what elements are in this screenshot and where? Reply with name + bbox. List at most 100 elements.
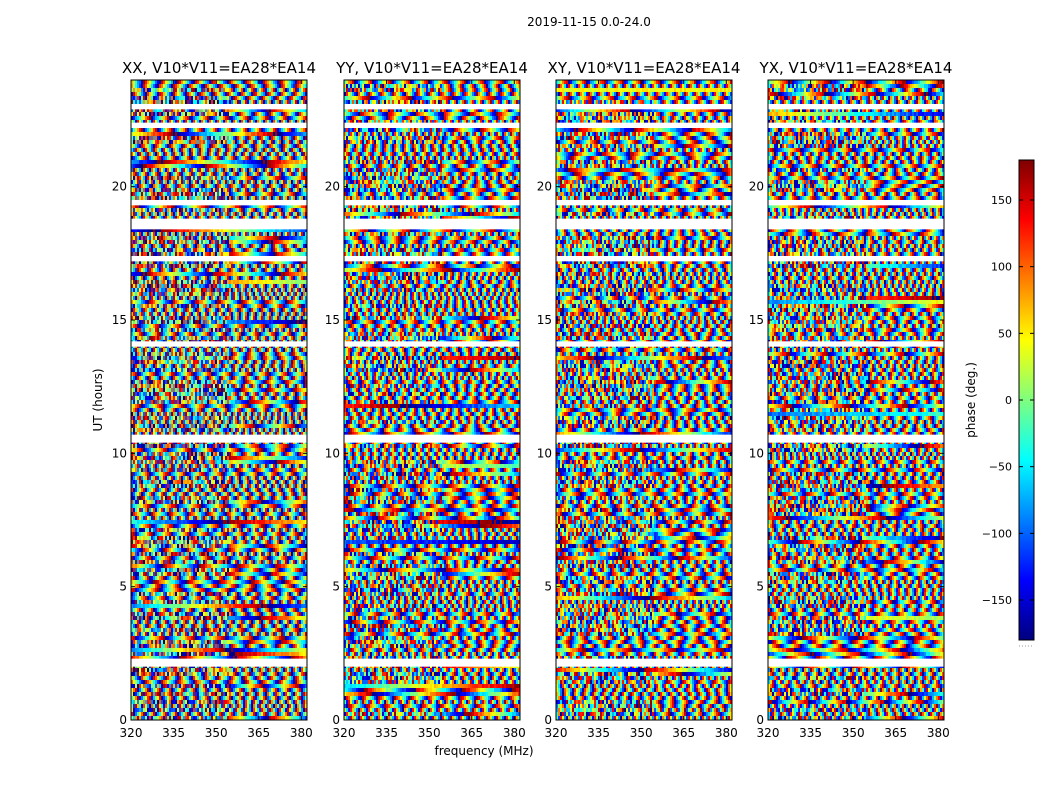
y-tick-label: 0 [544,713,552,727]
x-tick-label: 350 [418,726,441,740]
x-axis-label: frequency (MHz) [434,744,533,758]
flagged-gap [556,658,732,667]
panel-frame [555,79,733,721]
colorbar-label: phase (deg.) [964,362,978,438]
flagged-gap [344,658,520,667]
flagged-gap [768,434,944,443]
x-tick-label: 380 [715,726,738,740]
x-tick-label: 365 [247,726,270,740]
colorbar-tick-label: 0 [1005,394,1012,407]
x-tick-label: 365 [672,726,695,740]
y-tick-label: 0 [119,713,127,727]
flagged-gap [131,122,307,128]
colorbar-tick-label: 150 [991,194,1012,207]
x-tick-label: 320 [120,726,143,740]
heatmap-cells [131,80,307,720]
x-tick-label: 320 [333,726,356,740]
flagged-gap [131,104,307,110]
flagged-gap [556,104,732,110]
panel-0: XX, V10*V11=EA28*EA14 320 335 350 365 380 0 5 10… [112,59,316,740]
x-tick-label: 335 [587,726,610,740]
x-tick-label: 335 [375,726,398,740]
panel-frame [767,79,945,721]
flagged-gap [131,658,307,667]
panel-title: XX, V10*V11=EA28*EA14 [122,59,316,77]
colorbar-tick-label: −150 [982,594,1012,607]
y-axis-label: UT (hours) [91,368,105,431]
y-tick-label: 15 [537,313,552,327]
flagged-gap [556,218,732,230]
panels-group: XX, V10*V11=EA28*EA14 320 335 350 365 380 0 5 10… [112,59,953,740]
y-tick-label: 20 [325,180,340,194]
y-tick-label: 5 [332,580,340,594]
x-tick-label: 335 [799,726,822,740]
flagged-gap [131,200,307,206]
flagged-gap [768,658,944,667]
colorbar-ticks: 150 100 50 0 −50 −100 −150 [982,194,1034,607]
x-tick-label: 365 [884,726,907,740]
panel-frame [130,79,308,721]
y-tick-label: 0 [756,713,764,727]
flagged-gap [344,341,520,347]
y-tick-label: 10 [325,446,340,460]
colorbar-tick-label: 100 [991,261,1012,274]
flagged-gap [768,218,944,230]
figure-suptitle: 2019-11-15 0.0-24.0 [527,15,651,29]
flagged-gap [344,104,520,110]
flagged-gap [556,341,732,347]
x-tick-label: 320 [545,726,568,740]
flagged-gap [131,218,307,230]
x-tick-label: 380 [503,726,526,740]
y-tick-label: 20 [749,180,764,194]
heatmap-cells [768,80,944,720]
colorbar-tick-label: 50 [998,327,1012,340]
flagged-gap [131,434,307,443]
flagged-gap [556,256,732,262]
panel-3: YX, V10*V11=EA28*EA14 320 335 350 365 380 0 5 10… [749,59,953,740]
y-tick-label: 20 [112,180,127,194]
y-tick-label: 5 [544,580,552,594]
flagged-gap [556,122,732,128]
flagged-gap [344,218,520,230]
panel-title: YX, V10*V11=EA28*EA14 [759,59,953,77]
x-tick-label: 350 [842,726,865,740]
flagged-gap [768,256,944,262]
flagged-gap [556,200,732,206]
flagged-gap [344,256,520,262]
panel-1: YY, V10*V11=EA28*EA14 320 335 350 365 380 0 5 10… [325,59,528,740]
flagged-gap [344,122,520,128]
panel-2: XY, V10*V11=EA28*EA14 320 335 350 365 380 0 5 10… [537,59,741,740]
y-tick-label: 15 [749,313,764,327]
y-tick-label: 10 [537,446,552,460]
y-tick-label: 10 [749,446,764,460]
flagged-gap [556,434,732,443]
y-tick-label: 5 [756,580,764,594]
panel-frame [343,79,521,721]
panel-title: XY, V10*V11=EA28*EA14 [548,59,741,77]
colorbar: 150 100 50 0 −50 −100 −150 phase (deg.) [964,159,1035,647]
panel-title: YY, V10*V11=EA28*EA14 [335,59,528,77]
x-tick-label: 365 [460,726,483,740]
x-tick-label: 350 [205,726,228,740]
colorbar-tick-label: −100 [982,527,1012,540]
flagged-gap [344,434,520,443]
flagged-gap [768,200,944,206]
flagged-gap [344,200,520,206]
y-tick-label: 20 [537,180,552,194]
flagged-gap [768,104,944,110]
y-tick-label: 5 [119,580,127,594]
x-tick-label: 320 [757,726,780,740]
heatmap-cells [556,80,732,720]
x-tick-label: 350 [630,726,653,740]
flagged-gap [131,341,307,347]
x-tick-label: 335 [162,726,185,740]
flagged-gap [768,341,944,347]
heatmap-cells [344,80,520,720]
flagged-gap [768,122,944,128]
colorbar-tick-label: −50 [989,461,1012,474]
y-tick-label: 10 [112,446,127,460]
y-tick-label: 15 [325,313,340,327]
y-tick-label: 15 [112,313,127,327]
y-tick-label: 0 [332,713,340,727]
